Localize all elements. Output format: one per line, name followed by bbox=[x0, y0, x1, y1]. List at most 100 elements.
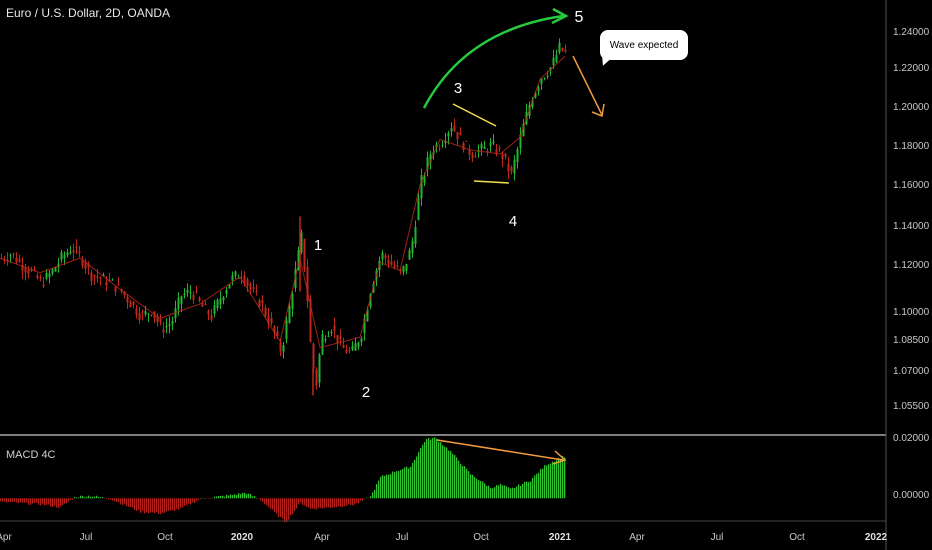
macd-bar bbox=[104, 498, 106, 499]
candle-body bbox=[81, 258, 84, 266]
macd-bar bbox=[100, 497, 102, 499]
candle-body bbox=[333, 325, 336, 331]
macd-bar bbox=[474, 476, 476, 499]
macd-bar bbox=[282, 498, 284, 519]
macd-bar bbox=[118, 498, 120, 503]
time-axis[interactable]: Apr Jul Oct 2020 Apr Jul Oct 2021 Apr Jul Oct 2022 bbox=[0, 532, 888, 543]
macd-bar bbox=[188, 498, 190, 504]
candle-body bbox=[486, 150, 489, 152]
macd-bar bbox=[180, 498, 182, 508]
candle-body bbox=[384, 255, 387, 259]
time-tick-label: 2022 bbox=[865, 532, 888, 543]
macd-bar bbox=[6, 498, 8, 503]
macd-bar bbox=[390, 474, 392, 499]
macd-bar bbox=[378, 480, 380, 499]
candle-body bbox=[321, 334, 324, 355]
candle-body bbox=[459, 132, 462, 136]
candle-body bbox=[243, 275, 246, 285]
macd-bar bbox=[284, 498, 286, 523]
candle-body bbox=[225, 290, 228, 294]
macd-bar bbox=[94, 496, 96, 499]
candle-body bbox=[228, 284, 231, 289]
macd-bar bbox=[262, 498, 264, 502]
candle-body bbox=[558, 42, 561, 53]
candle-body bbox=[417, 198, 420, 220]
macd-bar bbox=[320, 498, 322, 509]
macd-bar bbox=[10, 498, 12, 503]
macd-bar bbox=[310, 498, 312, 509]
candle-body bbox=[360, 338, 363, 343]
macd-bar bbox=[174, 498, 176, 512]
macd-bar bbox=[82, 495, 84, 499]
macd-bar bbox=[512, 487, 514, 499]
macd-bar bbox=[240, 494, 242, 499]
macd-bar bbox=[478, 480, 480, 499]
macd-bar bbox=[228, 495, 230, 499]
macd-bar bbox=[98, 496, 100, 499]
candle-body bbox=[288, 305, 291, 323]
candle-body bbox=[42, 284, 45, 287]
macd-bar bbox=[328, 498, 330, 508]
macd-bar bbox=[16, 498, 18, 503]
candle-body bbox=[183, 293, 186, 296]
price-tick-label: 1.05500 bbox=[893, 401, 930, 412]
macd-bar bbox=[426, 438, 428, 499]
macd-bar bbox=[114, 498, 116, 501]
macd-bar bbox=[366, 497, 368, 499]
candle-body bbox=[327, 336, 330, 338]
candle-body bbox=[162, 329, 165, 333]
macd-bar bbox=[534, 475, 536, 499]
macd-bar bbox=[374, 489, 376, 499]
candle-body bbox=[492, 141, 495, 144]
candle-body bbox=[342, 345, 345, 348]
macd-bar bbox=[50, 498, 52, 507]
macd-bar bbox=[554, 461, 556, 499]
candle-body bbox=[450, 128, 453, 132]
candle-body bbox=[564, 49, 567, 52]
macd-bar bbox=[398, 470, 400, 499]
macd-bar bbox=[150, 498, 152, 513]
candle-body bbox=[138, 313, 141, 321]
candle-body bbox=[195, 291, 198, 293]
candle-body bbox=[210, 314, 213, 320]
price-axis[interactable]: 1.24000 1.22000 1.20000 1.18000 1.16000 1.140… bbox=[893, 27, 930, 412]
macd-bar bbox=[208, 498, 210, 499]
macd-bar bbox=[334, 498, 336, 508]
macd-bar bbox=[210, 498, 212, 499]
macd-bar bbox=[422, 444, 424, 499]
candle-body bbox=[483, 146, 486, 149]
candle-body bbox=[501, 153, 504, 160]
macd-bar bbox=[74, 496, 76, 499]
macd-bar bbox=[380, 476, 382, 499]
candle-body bbox=[66, 252, 69, 256]
divergence-arrow-head bbox=[552, 450, 567, 465]
candle-body bbox=[300, 232, 303, 253]
macd-bar bbox=[270, 498, 272, 509]
macd-bar bbox=[358, 498, 360, 504]
candle-body bbox=[444, 141, 447, 143]
candle-body bbox=[261, 299, 264, 304]
candle-body bbox=[186, 289, 189, 293]
macd-bar bbox=[214, 496, 216, 499]
candle-body bbox=[198, 297, 201, 301]
macd-bar bbox=[178, 498, 180, 510]
candle-body bbox=[453, 125, 456, 132]
candle-body bbox=[129, 301, 132, 308]
candle-body bbox=[522, 123, 525, 137]
candle-body bbox=[63, 255, 66, 259]
macd-bar bbox=[364, 498, 366, 499]
macd-bar bbox=[116, 498, 118, 503]
candle-body bbox=[156, 316, 159, 323]
candle-body bbox=[36, 275, 39, 279]
macd-bar bbox=[562, 455, 564, 499]
candle-body bbox=[282, 345, 285, 352]
callout-bubble: Wave expected bbox=[600, 30, 688, 60]
macd-bar bbox=[146, 498, 148, 513]
macd-bar bbox=[354, 498, 356, 505]
macd-bar bbox=[130, 498, 132, 508]
macd-bar bbox=[342, 498, 344, 508]
time-tick-label: Oct bbox=[473, 532, 489, 543]
macd-bar bbox=[416, 456, 418, 499]
macd-bar bbox=[392, 471, 394, 499]
macd-bar bbox=[236, 495, 238, 499]
